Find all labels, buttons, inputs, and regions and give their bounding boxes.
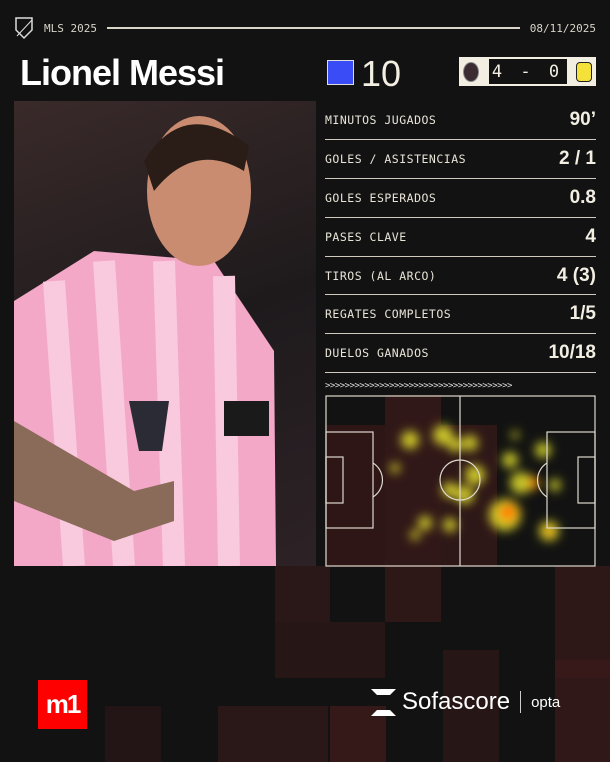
stat-row: GOLES / ASISTENCIAS 2 / 1 bbox=[325, 140, 596, 179]
stat-label: GOLES / ASISTENCIAS bbox=[325, 151, 467, 166]
heat-spot bbox=[511, 431, 519, 439]
team-color-swatch bbox=[327, 60, 354, 85]
heat-spot bbox=[465, 465, 485, 485]
opta-label: opta bbox=[531, 693, 561, 711]
stat-label: DUELOS GANADOS bbox=[325, 346, 429, 361]
nashville-sc-crest-icon bbox=[576, 61, 592, 82]
heat-spot bbox=[448, 438, 462, 452]
heat-spot bbox=[390, 463, 400, 473]
divider bbox=[106, 27, 520, 29]
heat-spot bbox=[443, 518, 457, 532]
stats-table: MINUTOS JUGADOS 90’ GOLES / ASISTENCIAS 2 … bbox=[325, 101, 596, 374]
scoreboard: 4 - 0 bbox=[459, 57, 596, 86]
sofascore-opta-logo: Sofascore opta bbox=[371, 688, 560, 716]
attack-direction-arrows: >>>>>>>>>>>>>>>>>>>>>>>>>>>>>>>>>>>>>> bbox=[325, 381, 512, 391]
heat-spot bbox=[433, 425, 453, 445]
stat-value: 90’ bbox=[569, 108, 596, 130]
stat-label: REGATES COMPLETOS bbox=[325, 307, 452, 322]
logo-separator bbox=[520, 691, 522, 713]
stat-label: TIROS (AL ARCO) bbox=[325, 268, 437, 283]
stat-value: 2 / 1 bbox=[559, 147, 596, 169]
heat-spot bbox=[442, 482, 458, 498]
heat-spot bbox=[456, 486, 474, 504]
stat-row: MINUTOS JUGADOS 90’ bbox=[325, 101, 596, 140]
heat-spot bbox=[535, 442, 551, 458]
stat-row: PASES CLAVE 4 bbox=[325, 218, 596, 257]
stat-value: 0.8 bbox=[569, 186, 596, 208]
heat-spot bbox=[462, 435, 478, 451]
sofascore-label: Sofascore bbox=[402, 688, 511, 715]
heat-spot bbox=[418, 516, 432, 530]
shirt-number: 10 bbox=[361, 53, 402, 94]
stat-value: 4 bbox=[585, 225, 596, 247]
heat-spot bbox=[510, 472, 532, 494]
stat-row: TIROS (AL ARCO) 4 (3) bbox=[325, 257, 596, 296]
heat-spot bbox=[401, 431, 419, 449]
stat-value: 4 (3) bbox=[556, 264, 596, 286]
league-label: MLS 2025 bbox=[44, 21, 97, 35]
stat-row: REGATES COMPLETOS 1/5 bbox=[325, 295, 596, 335]
stat-label: GOLES ESPERADOS bbox=[325, 190, 437, 205]
heatmap-pitch bbox=[325, 395, 596, 567]
match-date: 08/11/2025 bbox=[529, 21, 596, 35]
stat-label: MINUTOS JUGADOS bbox=[325, 112, 437, 127]
heat-spot bbox=[502, 506, 512, 516]
m1-logo: m1 bbox=[38, 680, 87, 729]
pitch-lines bbox=[325, 395, 596, 567]
heat-spot bbox=[549, 479, 561, 491]
mls-crest-icon bbox=[15, 17, 33, 40]
stat-value: 10/18 bbox=[548, 342, 596, 364]
heat-spot bbox=[502, 452, 518, 468]
stat-row: GOLES ESPERADOS 0.8 bbox=[325, 179, 596, 218]
stat-value: 1/5 bbox=[569, 303, 596, 325]
player-name: Lionel Messi bbox=[20, 52, 225, 93]
heat-spot bbox=[410, 530, 420, 540]
player-photo bbox=[14, 101, 316, 566]
sofascore-icon bbox=[371, 688, 396, 716]
heat-spot bbox=[527, 477, 539, 489]
match-score: 4 - 0 bbox=[488, 59, 567, 84]
top-bar: MLS 2025 08/11/2025 bbox=[14, 16, 596, 40]
inter-miami-crest-icon bbox=[463, 61, 479, 82]
stat-row: DUELOS GANADOS 10/18 bbox=[325, 334, 596, 374]
stat-label: PASES CLAVE bbox=[325, 229, 407, 244]
